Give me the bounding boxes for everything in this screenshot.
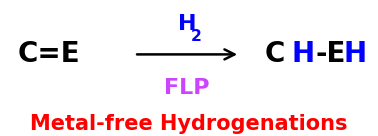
Text: C: C [265,40,285,68]
Text: C=E: C=E [18,40,81,68]
Text: H: H [292,40,315,68]
Text: H: H [178,14,196,35]
Text: -E: -E [316,40,346,68]
Text: Metal-free Hydrogenations: Metal-free Hydrogenations [30,114,348,134]
Text: FLP: FLP [164,78,210,98]
Text: H: H [344,40,367,68]
Text: 2: 2 [191,29,202,44]
